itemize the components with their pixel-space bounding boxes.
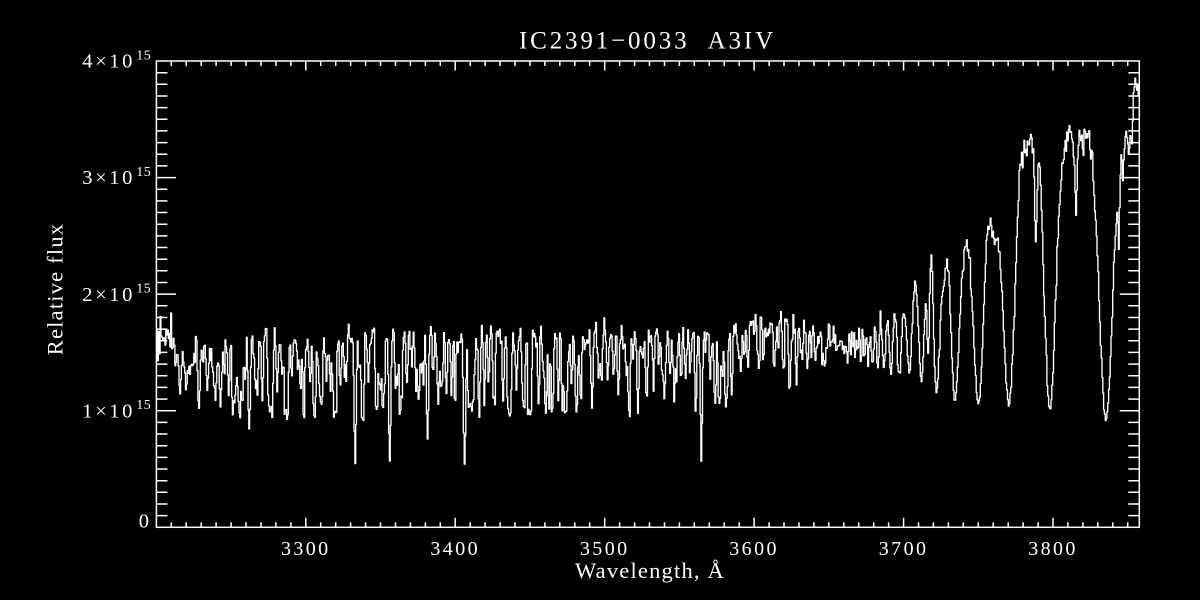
- svg-text:15: 15: [136, 398, 151, 413]
- svg-text:3800: 3800: [1028, 538, 1078, 560]
- svg-text:Wavelength, Å: Wavelength, Å: [575, 558, 725, 583]
- svg-text:2×10: 2×10: [82, 284, 135, 306]
- svg-text:1×10: 1×10: [82, 400, 135, 422]
- svg-text:3500: 3500: [580, 538, 630, 560]
- svg-text:15: 15: [136, 49, 151, 64]
- svg-text:3300: 3300: [281, 538, 331, 560]
- svg-text:15: 15: [136, 282, 151, 297]
- svg-text:3400: 3400: [430, 538, 480, 560]
- svg-text:0: 0: [139, 511, 149, 533]
- svg-text:15: 15: [136, 165, 151, 180]
- svg-text:IC2391−0033 A3IV: IC2391−0033 A3IV: [519, 28, 776, 55]
- svg-text:Relative flux: Relative flux: [43, 223, 68, 355]
- svg-text:4×10: 4×10: [82, 51, 135, 73]
- svg-text:3700: 3700: [879, 538, 929, 560]
- svg-text:3600: 3600: [729, 538, 779, 560]
- svg-text:3×10: 3×10: [82, 167, 135, 189]
